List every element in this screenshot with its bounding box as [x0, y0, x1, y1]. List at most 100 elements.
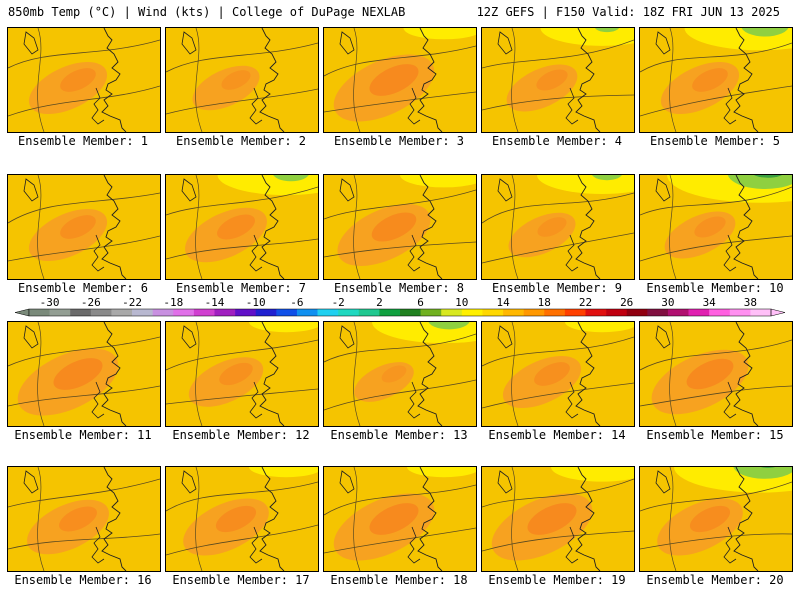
- height-contour: [8, 533, 160, 550]
- height-contour: [640, 481, 792, 512]
- height-contour: [166, 524, 318, 556]
- colorbar-swatch: [255, 309, 277, 316]
- colorbar-tick-label: 10: [455, 296, 468, 309]
- bay-outline: [565, 87, 579, 125]
- height-contour: [511, 467, 519, 571]
- lake-outline: [23, 178, 39, 202]
- ensemble-panel-5: [639, 27, 793, 133]
- colorbar-tick-label: 18: [538, 296, 551, 309]
- colorbar-swatch: [564, 309, 586, 316]
- height-contour: [482, 530, 634, 552]
- colorbar-swatch: [173, 309, 195, 316]
- height-contour: [8, 478, 160, 508]
- colorbar-swatch: [317, 309, 339, 316]
- hot-core: [536, 69, 568, 91]
- bay-outline: [249, 87, 263, 125]
- bay-outline: [249, 526, 263, 564]
- map-title: 850mb Temp (°C) | Wind (kts) | College o…: [8, 5, 406, 19]
- coastline: [259, 322, 285, 426]
- ensemble-member-label: Ensemble Member: 2: [175, 134, 307, 148]
- height-contour: [482, 94, 634, 111]
- colorbar-swatch: [667, 309, 689, 316]
- colorbar-swatch: [750, 309, 772, 316]
- hot-core: [215, 505, 257, 533]
- cool-region: [540, 28, 634, 46]
- hot-core: [689, 505, 731, 533]
- colorbar-tick-label: 26: [620, 296, 633, 309]
- colorbar-arrow-right: [770, 308, 785, 317]
- colorbar-swatch: [482, 309, 504, 316]
- height-contour: [324, 333, 476, 363]
- height-contour: [324, 189, 476, 220]
- ensemble-member-label: Ensemble Member: 17: [172, 573, 310, 587]
- bay-outline: [407, 526, 421, 564]
- colorbar-tick-label: -18: [163, 296, 183, 309]
- colorbar-swatch: [379, 309, 401, 316]
- colorbar-swatch: [70, 309, 92, 316]
- ensemble-panel-3: [323, 27, 477, 133]
- colorbar-tick-label: 30: [661, 296, 674, 309]
- height-contour: [353, 467, 361, 571]
- coastline: [575, 175, 601, 279]
- height-contour: [166, 186, 318, 216]
- height-contour: [353, 28, 361, 132]
- height-contour: [8, 336, 160, 367]
- ensemble-panel-18: [323, 466, 477, 572]
- bay-outline: [565, 526, 579, 564]
- ensemble-panel-1: [7, 27, 161, 133]
- coastline: [259, 28, 285, 132]
- colorbar-swatch: [709, 309, 731, 316]
- colorbar-tick-label: -22: [122, 296, 142, 309]
- height-contour: [640, 85, 792, 117]
- ensemble-member-label: Ensemble Member: 19: [488, 573, 626, 587]
- cold-region: [592, 175, 622, 181]
- ensemble-panel-4: [481, 27, 635, 133]
- colorbar-swatch: [585, 309, 607, 316]
- coastline: [733, 322, 759, 426]
- height-contour: [195, 467, 203, 571]
- ensemble-member-label: Ensemble Member: 4: [491, 134, 623, 148]
- colorbar-swatch: [441, 309, 463, 316]
- height-contour: [166, 42, 318, 73]
- lake-outline: [181, 178, 197, 202]
- height-contour: [669, 175, 677, 279]
- coastline: [417, 28, 443, 132]
- colorbar-swatch: [29, 309, 50, 316]
- ensemble-member-label: Ensemble Member: 3: [333, 134, 465, 148]
- colorbar-swatch: [338, 309, 360, 316]
- height-contour: [8, 39, 160, 69]
- ensemble-panel-10: [639, 174, 793, 280]
- bay-outline: [91, 381, 105, 419]
- height-contour: [640, 385, 792, 407]
- ensemble-panel-20: [639, 466, 793, 572]
- bay-outline: [249, 381, 263, 419]
- cold-region: [428, 322, 470, 330]
- ensemble-panel-9: [481, 174, 635, 280]
- colorbar-swatch: [729, 309, 751, 316]
- colder-region: [760, 467, 776, 468]
- height-contour: [195, 322, 203, 426]
- ensemble-panel-16: [7, 466, 161, 572]
- height-contour: [37, 28, 45, 132]
- hot-core: [59, 506, 97, 532]
- colorbar-swatch: [626, 309, 648, 316]
- height-contour: [195, 175, 203, 279]
- hot-core: [221, 70, 251, 90]
- height-contour: [640, 533, 792, 550]
- coastline: [733, 28, 759, 132]
- ensemble-member-label: Ensemble Member: 18: [330, 573, 468, 587]
- height-contour: [324, 484, 476, 516]
- colorbar-arrow-left: [15, 308, 30, 317]
- bay-outline: [723, 381, 737, 419]
- cold-region: [273, 175, 309, 182]
- height-contour: [37, 467, 45, 571]
- colorbar-swatch: [49, 309, 71, 316]
- coastline: [417, 175, 443, 279]
- colorbar-swatch: [400, 309, 421, 316]
- lake-outline: [23, 470, 39, 494]
- bay-outline: [565, 381, 579, 419]
- colorbar-swatch: [420, 309, 442, 316]
- colorbar-tick-label: 38: [744, 296, 757, 309]
- height-contour: [640, 235, 792, 262]
- height-contour: [640, 186, 792, 216]
